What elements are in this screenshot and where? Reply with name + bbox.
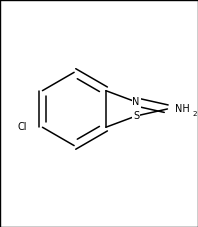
Text: N: N — [132, 97, 140, 107]
Text: Cl: Cl — [18, 122, 28, 132]
Text: 2: 2 — [193, 111, 197, 117]
Text: S: S — [133, 111, 139, 121]
Text: NH: NH — [175, 104, 190, 114]
